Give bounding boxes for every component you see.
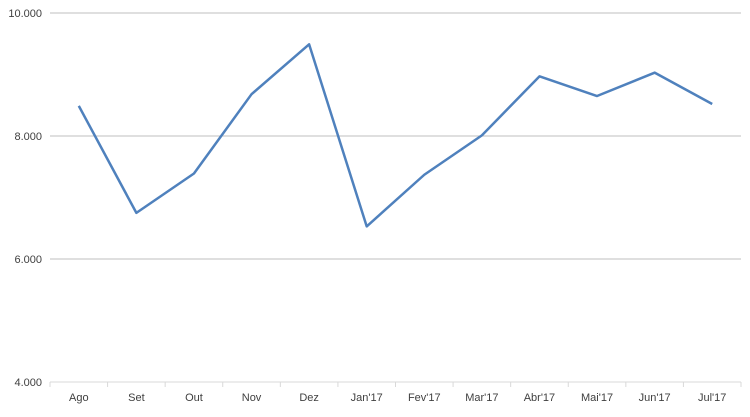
y-tick-label: 6.000 (14, 254, 42, 266)
x-tick-label: Abr'17 (524, 392, 555, 404)
y-tick-label: 10.000 (8, 8, 42, 20)
x-tick-label: Jul'17 (698, 392, 726, 404)
x-tick-label: Jan'17 (351, 392, 383, 404)
x-tick-label: Dez (299, 392, 319, 404)
y-tick-label: 4.000 (14, 377, 42, 389)
x-tick-label: Jun'17 (639, 392, 671, 404)
x-tick-label: Mar'17 (465, 392, 498, 404)
series-line (77, 43, 713, 228)
x-tick-label: Nov (242, 392, 262, 404)
x-tick-label: Ago (69, 392, 89, 404)
x-tick-label: Mai'17 (581, 392, 613, 404)
x-tick-label: Fev'17 (408, 392, 441, 404)
y-tick-label: 8.000 (14, 131, 42, 143)
x-tick-label: Set (128, 392, 145, 404)
x-tick-label: Out (185, 392, 203, 404)
